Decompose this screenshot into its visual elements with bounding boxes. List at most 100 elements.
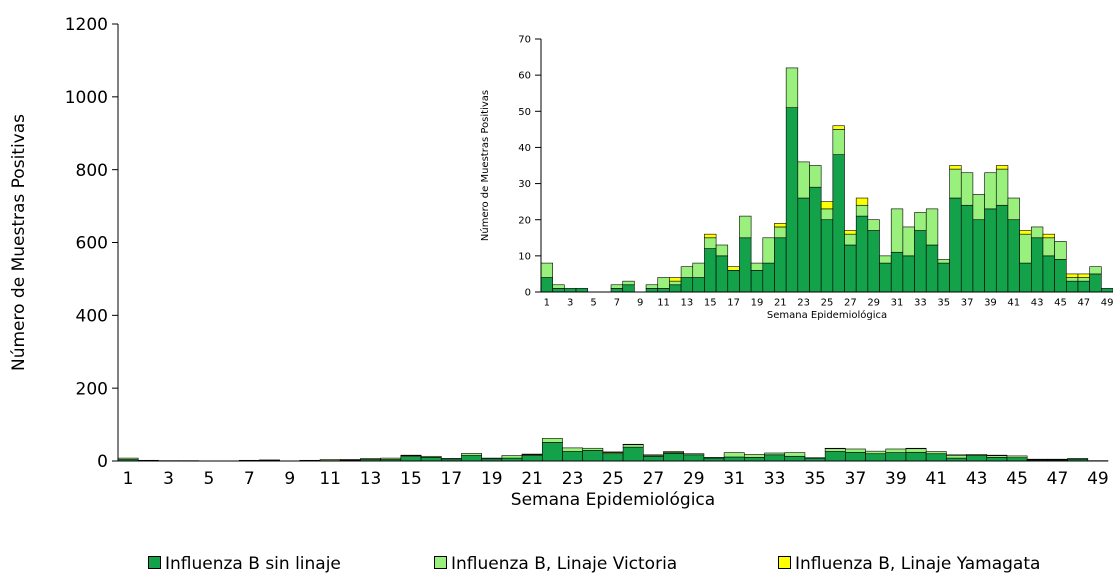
main-bar-w16-s0: [420, 457, 442, 462]
main-bar-w26-s2: [622, 443, 644, 446]
inset-bar-w15-s2: [704, 233, 717, 239]
main-bar-w43-s0: [966, 455, 988, 462]
inset-bar-w37-s0: [960, 204, 974, 293]
inset-bar-w4-s0: [575, 288, 588, 293]
inset-bar-w14-s0: [692, 277, 705, 293]
inset-bar-w19-s1: [750, 262, 764, 271]
inset-bar-w48-s0: [1089, 273, 1102, 293]
inset-bar-w23-s0: [797, 197, 810, 293]
main-bar-w35-s1: [804, 457, 826, 459]
inset-xtick-label-37: 37: [961, 298, 974, 309]
inset-bar-w44-s1: [1042, 237, 1055, 257]
inset-bar-w28-s0: [855, 215, 869, 293]
main-xtick-label-43: 43: [966, 469, 988, 489]
main-xtick-label-25: 25: [602, 469, 624, 489]
inset-bar-w41-s1: [1007, 197, 1020, 221]
main-bar-w11-s1: [319, 459, 341, 461]
inset-bar-w13-s0: [680, 277, 694, 293]
inset-bar-w34-s1: [925, 208, 939, 246]
inset-bar-w24-s1: [809, 165, 822, 188]
inset-xtick-label-7: 7: [614, 298, 620, 309]
inset-bar-w30-s0: [879, 262, 892, 293]
inset-bar-w8-s1: [622, 280, 635, 286]
inset-bar-w21-s1: [774, 226, 787, 239]
main-bar-w36-s2: [824, 447, 846, 450]
main-bar-w25-s2: [602, 451, 624, 453]
main-bar-w34-s1: [784, 452, 806, 457]
main-xtick-label-47: 47: [1047, 469, 1069, 489]
main-bar-w32-s1: [744, 454, 765, 458]
main-bar-w37-s1: [845, 448, 866, 453]
inset-xtick-label-3: 3: [567, 298, 573, 309]
main-bar-w21-s0: [521, 455, 543, 462]
inset-xtick-label-13: 13: [681, 298, 694, 309]
main-xtick-label-11: 11: [319, 469, 341, 489]
inset-bar-w22-s0: [785, 107, 799, 293]
inset-x-axis-title: Semana Epidemiológica: [767, 309, 887, 321]
main-bar-w48-s1: [1067, 458, 1089, 460]
main-bar-w37-s0: [845, 451, 866, 462]
inset-xtick-label-35: 35: [937, 298, 950, 309]
inset-bar-w2-s0: [552, 288, 565, 293]
inset-ytick-label-30: 30: [518, 179, 531, 190]
inset-bar-w24-s0: [809, 186, 822, 293]
inset-bar-w41-s0: [1007, 219, 1020, 293]
inset-bar-w27-s1: [844, 233, 857, 246]
inset-bar-w47-s0: [1077, 280, 1090, 293]
main-bar-w15-s0: [400, 456, 422, 462]
main-bar-w36-s0: [824, 451, 846, 462]
inset-bar-w42-s2: [1019, 230, 1032, 235]
inset-bar-w23-s1: [797, 161, 810, 199]
main-bar-w20-s1: [501, 455, 523, 459]
main-bar-w40-s1: [905, 448, 927, 453]
inset-xtick-label-17: 17: [727, 298, 740, 309]
inset-xtick-label-15: 15: [704, 298, 717, 309]
inset-bar-w18-s1: [739, 215, 752, 239]
main-xtick-label-27: 27: [643, 469, 665, 489]
main-bar-w33-s1: [764, 452, 786, 456]
main-bar-w41-s1: [925, 451, 947, 455]
inset-bar-w18-s0: [739, 237, 752, 293]
main-xtick-label-41: 41: [925, 469, 947, 489]
inset-bar-w39-s1: [984, 172, 997, 210]
inset-bar-w10-s1: [645, 284, 659, 289]
main-xtick-label-19: 19: [481, 469, 503, 489]
main-bar-w42-s2: [946, 454, 967, 456]
main-xtick-label-17: 17: [441, 469, 463, 489]
inset-bar-w26-s0: [832, 154, 845, 293]
main-bar-w41-s0: [925, 453, 947, 462]
inset-bar-w21-s0: [774, 237, 787, 293]
inset-bar-w45-s1: [1054, 241, 1067, 260]
inset-bar-w28-s2: [855, 197, 869, 206]
main-bar-w15-s2: [400, 454, 422, 456]
legend-item-sin-linaje: Influenza B sin linaje: [148, 553, 341, 575]
main-bar-w23-s1: [562, 447, 583, 452]
inset-bar-w16-s1: [715, 244, 729, 257]
inset-bar-w15-s0: [704, 248, 717, 293]
inset-bar-w44-s2: [1042, 233, 1055, 239]
inset-bar-w16-s0: [715, 255, 729, 293]
main-xtick-label-5: 5: [204, 469, 215, 489]
inset-bar-w32-s1: [902, 226, 915, 257]
inset-bar-w33-s1: [914, 212, 927, 231]
inset-bar-w35-s1: [937, 259, 950, 264]
main-xtick-label-35: 35: [804, 469, 826, 489]
main-ytick-label-1200: 1200: [65, 15, 108, 35]
inset-bar-w31-s0: [890, 251, 904, 293]
inset-bar-w29-s1: [867, 219, 880, 231]
inset-xtick-label-43: 43: [1031, 298, 1044, 309]
inset-xtick-label-47: 47: [1077, 298, 1090, 309]
main-bar-w18-s0: [461, 455, 482, 462]
inset-bar-w31-s1: [890, 208, 904, 253]
main-xtick-label-7: 7: [244, 469, 255, 489]
main-bar-w39-s0: [885, 452, 907, 462]
main-xtick-label-3: 3: [163, 469, 174, 489]
main-bar-w36-s1: [824, 448, 846, 452]
main-bar-w17-s2: [440, 458, 462, 460]
inset-bar-w7-s1: [610, 284, 624, 289]
main-bar-w24-s1: [582, 447, 604, 451]
main-bar-w31-s1: [723, 452, 745, 458]
main-bar-w8-s1: [259, 459, 280, 461]
inset-bar-w48-s1: [1089, 266, 1102, 275]
